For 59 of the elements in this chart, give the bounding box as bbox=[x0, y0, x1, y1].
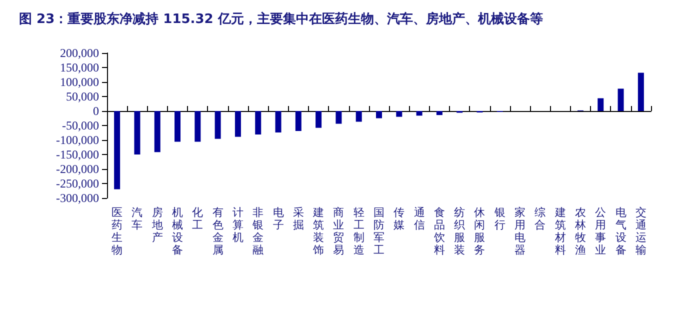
y-tick-label: -200,000 bbox=[56, 162, 99, 176]
x-tick-label: 医药生物 bbox=[112, 206, 123, 256]
x-tick-label: 轻工制造 bbox=[353, 206, 364, 256]
x-tick-label: 纺织服装 bbox=[454, 206, 466, 256]
x-tick-label: 建筑材料 bbox=[554, 206, 566, 256]
x-tick-label: 电气设备 bbox=[615, 206, 626, 256]
y-tick-label: -50,000 bbox=[62, 118, 99, 132]
bar bbox=[295, 111, 302, 132]
x-tick-label: 有色金属 bbox=[212, 206, 224, 256]
bar bbox=[336, 111, 342, 124]
x-tick-label: 电子 bbox=[272, 206, 284, 232]
bar bbox=[416, 111, 422, 116]
x-tick-label: 通信 bbox=[414, 206, 425, 232]
bar bbox=[618, 88, 624, 111]
x-tick-label: 食品饮料 bbox=[432, 206, 445, 256]
y-tick-label: 100,000 bbox=[60, 75, 99, 89]
x-tick-label: 公用事业 bbox=[595, 206, 606, 256]
bar bbox=[598, 98, 604, 111]
y-tick-label: -300,000 bbox=[56, 191, 99, 205]
y-tick-label: -150,000 bbox=[56, 148, 99, 162]
y-tick-label: 200,000 bbox=[60, 46, 99, 60]
x-tick-label: 商业贸易 bbox=[333, 206, 344, 256]
bar bbox=[134, 111, 140, 154]
x-tick-label: 建筑装饰 bbox=[312, 206, 324, 256]
x-tick-label: 计算机 bbox=[232, 206, 244, 244]
bar bbox=[255, 111, 262, 134]
bar bbox=[214, 111, 221, 139]
bar bbox=[234, 111, 241, 137]
x-tick-label: 家用电器 bbox=[514, 206, 526, 256]
x-tick-label: 传媒 bbox=[394, 206, 405, 232]
y-tick-label: 150,000 bbox=[60, 60, 99, 74]
x-tick-label: 采掘 bbox=[292, 206, 304, 232]
bar bbox=[154, 111, 160, 152]
x-tick-label: 汽车 bbox=[132, 206, 143, 232]
x-tick-label: 非银金融 bbox=[252, 206, 264, 256]
bar bbox=[376, 111, 382, 118]
x-tick-label: 休闲服务 bbox=[474, 206, 486, 256]
x-tick-label: 银行 bbox=[493, 206, 506, 232]
x-tick-label: 化工 bbox=[192, 206, 204, 232]
x-tick-label: 农林牧渔 bbox=[574, 206, 586, 256]
bar bbox=[638, 72, 644, 111]
y-tick-label: 50,000 bbox=[66, 90, 99, 104]
bar bbox=[174, 111, 181, 142]
x-tick-label: 房地产 bbox=[150, 206, 163, 244]
y-tick-label: -100,000 bbox=[56, 133, 99, 147]
x-tick-label: 国防军工 bbox=[374, 206, 384, 256]
y-tick-label: 0 bbox=[93, 104, 99, 118]
bar bbox=[114, 111, 120, 190]
chart-title: 图 23：重要股东净减持 115.32 亿元，主要集中在医药生物、汽车、房地产、机械设备等 bbox=[19, 11, 543, 27]
bar bbox=[316, 111, 322, 128]
x-tick-label: 交通运输 bbox=[635, 206, 646, 256]
y-tick-label: -250,000 bbox=[56, 176, 99, 190]
x-tick-label: 机械设备 bbox=[172, 206, 184, 256]
bar bbox=[356, 111, 362, 122]
bar bbox=[436, 111, 442, 116]
bar bbox=[275, 111, 282, 132]
x-tick-label: 综合 bbox=[534, 206, 546, 232]
bar bbox=[194, 111, 201, 142]
bar bbox=[396, 111, 402, 117]
